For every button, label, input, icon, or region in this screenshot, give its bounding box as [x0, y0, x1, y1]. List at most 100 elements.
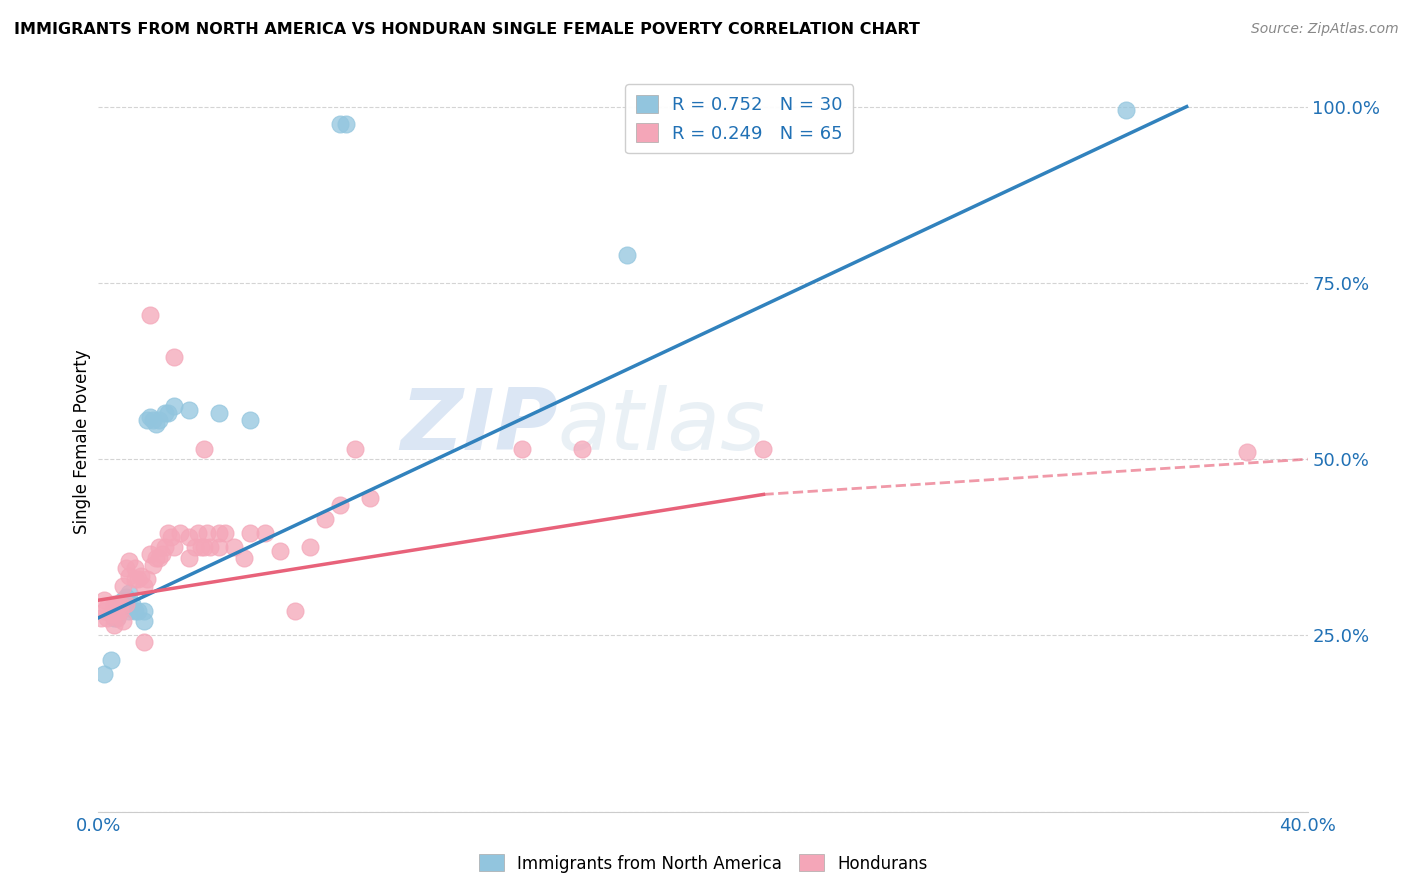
Point [156, 526, 179, 541]
Point [96, 600, 118, 615]
Point [132, 635, 155, 649]
Point [105, 611, 128, 625]
Point [129, 568, 152, 582]
Text: atlas: atlas [558, 385, 766, 468]
Point [208, 541, 231, 555]
Point [253, 526, 276, 541]
Point [200, 541, 222, 555]
Point [360, 491, 382, 505]
Point [329, 498, 352, 512]
Point [121, 597, 143, 611]
Point [148, 550, 170, 565]
Point [571, 442, 593, 456]
Point [103, 611, 125, 625]
Point [150, 547, 173, 561]
Point [184, 541, 207, 555]
Point [148, 541, 170, 555]
Point [269, 544, 291, 558]
Point [96, 611, 118, 625]
Point [169, 526, 191, 541]
Point [90, 611, 112, 625]
Point [224, 541, 246, 555]
Point [208, 526, 231, 541]
Point [190, 541, 212, 555]
Point [114, 561, 136, 575]
Point [108, 597, 131, 611]
Point [163, 350, 186, 364]
Point [124, 561, 146, 575]
Point [93, 667, 115, 681]
Point [100, 607, 122, 622]
Point [105, 597, 128, 611]
Point [193, 541, 215, 555]
Point [132, 579, 155, 593]
Point [142, 558, 165, 572]
Text: IMMIGRANTS FROM NORTH AMERICA VS HONDURAN SINGLE FEMALE POVERTY CORRELATION CHAR: IMMIGRANTS FROM NORTH AMERICA VS HONDURA… [14, 22, 920, 37]
Point [329, 117, 352, 131]
Point [195, 526, 218, 541]
Point [187, 526, 209, 541]
Point [193, 442, 215, 456]
Point [239, 413, 262, 427]
Point [335, 117, 357, 131]
Point [103, 618, 125, 632]
Point [510, 442, 533, 456]
Point [616, 248, 638, 262]
Point [111, 579, 134, 593]
Point [114, 597, 136, 611]
Point [145, 417, 167, 431]
Y-axis label: Single Female Poverty: Single Female Poverty [73, 350, 91, 533]
Point [124, 604, 146, 618]
Point [127, 604, 149, 618]
Point [118, 586, 141, 600]
Point [153, 406, 176, 420]
Point [179, 402, 201, 417]
Text: ZIP: ZIP [401, 385, 558, 468]
Point [1236, 445, 1258, 459]
Text: Source: ZipAtlas.com: Source: ZipAtlas.com [1251, 22, 1399, 37]
Legend: Immigrants from North America, Hondurans: Immigrants from North America, Hondurans [472, 847, 934, 880]
Point [124, 572, 146, 586]
Point [139, 547, 162, 561]
Point [132, 604, 155, 618]
Point [239, 526, 262, 541]
Point [163, 541, 186, 555]
Point [135, 572, 157, 586]
Point [118, 554, 141, 568]
Point [344, 442, 367, 456]
Point [139, 308, 162, 322]
Point [93, 604, 115, 618]
Point [135, 413, 157, 427]
Point [148, 413, 170, 427]
Legend: R = 0.752   N = 30, R = 0.249   N = 65: R = 0.752 N = 30, R = 0.249 N = 65 [626, 84, 853, 153]
Point [179, 550, 201, 565]
Point [284, 604, 307, 618]
Point [163, 399, 186, 413]
Point [103, 597, 125, 611]
Point [108, 604, 131, 618]
Point [208, 406, 231, 420]
Point [105, 597, 128, 611]
Point [214, 526, 236, 541]
Point [127, 572, 149, 586]
Point [105, 611, 128, 625]
Point [160, 530, 183, 544]
Point [114, 590, 136, 604]
Point [111, 593, 134, 607]
Point [145, 550, 167, 565]
Point [179, 530, 201, 544]
Point [156, 406, 179, 420]
Point [299, 541, 322, 555]
Point [139, 409, 162, 424]
Point [132, 615, 155, 629]
Point [232, 550, 254, 565]
Point [100, 653, 122, 667]
Point [142, 413, 165, 427]
Point [93, 593, 115, 607]
Point [118, 604, 141, 618]
Point [752, 442, 775, 456]
Point [118, 568, 141, 582]
Point [1115, 103, 1137, 117]
Point [153, 541, 176, 555]
Point [111, 615, 134, 629]
